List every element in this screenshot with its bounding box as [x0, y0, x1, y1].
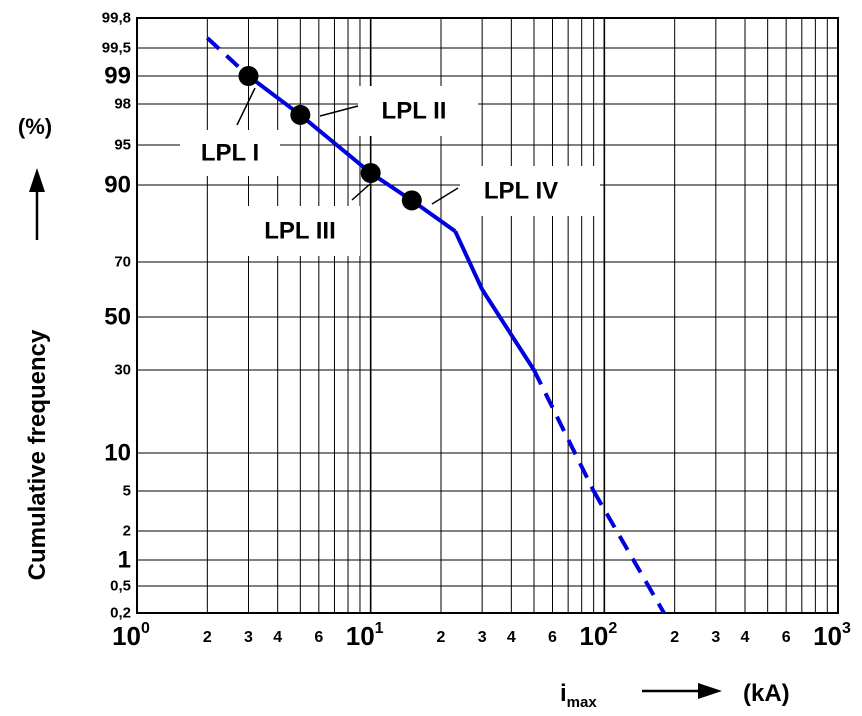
lpl-leader-line — [431, 187, 459, 205]
y-tick-label: 10 — [104, 440, 131, 467]
grid — [137, 18, 838, 613]
x-tick-label: 2 — [203, 629, 212, 646]
lpl-label: LPL IV — [484, 178, 558, 205]
y-tick-label: 50 — [104, 304, 131, 331]
lpl-annotations: LPL I LPL II LPL III LPL IV — [180, 66, 600, 256]
lpl-leader-line — [319, 105, 359, 117]
y-tick-label: 1 — [118, 547, 131, 574]
lpl-label: LPL III — [264, 218, 336, 245]
y-tick-label: 0,5 — [110, 578, 131, 595]
x-tick-label: 4 — [741, 629, 750, 646]
y-tick-label: 98 — [114, 96, 131, 113]
x-tick-label-major: 101 — [346, 620, 384, 651]
lpl-point — [238, 66, 259, 86]
x-tick-label-major: 103 — [813, 620, 851, 651]
lpl-point — [401, 190, 422, 211]
y-tick-label: 2 — [123, 523, 131, 540]
x-tick-labels: 100 2 3 4 6 101 2 3 4 6 102 2 3 4 6 103 — [112, 620, 851, 651]
x-unit-label: (kA) — [743, 680, 790, 707]
x-tick-label: 6 — [314, 629, 323, 646]
lpl-label-box — [244, 206, 360, 256]
y-tick-label: 0,2 — [110, 605, 131, 622]
y-tick-label: 30 — [114, 362, 131, 379]
lpl-point — [290, 104, 311, 125]
y-tick-label: 95 — [114, 137, 131, 154]
lpl-leader-line — [351, 183, 371, 201]
x-tick-label: 6 — [782, 629, 791, 646]
curve-segment — [247, 74, 302, 117]
x-tick-label-major: 102 — [579, 620, 617, 651]
y-tick-label: 90 — [104, 172, 131, 199]
x-tick-label: 4 — [507, 629, 516, 646]
curve-segment-dashed — [591, 490, 666, 614]
x-tick-label: 3 — [244, 629, 253, 646]
x-tick-label: 3 — [711, 629, 720, 646]
x-axis-label: imax — [560, 680, 597, 711]
y-axis-label: Cumulative frequency — [24, 329, 51, 580]
y-tick-label: 99 — [104, 63, 131, 90]
x-tick-label: 6 — [548, 629, 557, 646]
y-tick-label: 99,5 — [102, 40, 131, 57]
curve-segment-dashed — [205, 36, 250, 78]
y-tick-label: 70 — [114, 254, 131, 271]
lpl-label-box — [460, 166, 600, 216]
curve-segment — [299, 113, 372, 175]
x-tick-label: 3 — [478, 629, 487, 646]
plot-frame — [136, 17, 839, 614]
curve-segment — [453, 230, 484, 291]
x-tick-label: 2 — [670, 629, 679, 646]
curve-segment — [480, 288, 536, 372]
lpl-label: LPL II — [382, 98, 447, 125]
x-arrow — [642, 683, 722, 699]
x-tick-label: 4 — [273, 629, 282, 646]
lpl-label: LPL I — [201, 140, 259, 167]
x-tick-label: 2 — [437, 629, 446, 646]
x-tick-label-major: 100 — [112, 620, 150, 651]
y-arrow — [29, 168, 45, 240]
lpl-label-box — [180, 130, 280, 176]
y-tick-label: 99,8 — [102, 10, 131, 27]
y-tick-labels: 0,2 0,5 1 2 5 10 30 50 70 90 95 98 99 99,5 99,8 — [102, 10, 131, 622]
y-tick-label: 5 — [123, 483, 131, 500]
curve-segment-dashed — [532, 369, 596, 492]
lpl-label-box — [358, 86, 478, 136]
lpl-leader-line — [236, 87, 256, 126]
y-unit-label: (%) — [18, 114, 52, 139]
lpl-point — [360, 163, 381, 183]
